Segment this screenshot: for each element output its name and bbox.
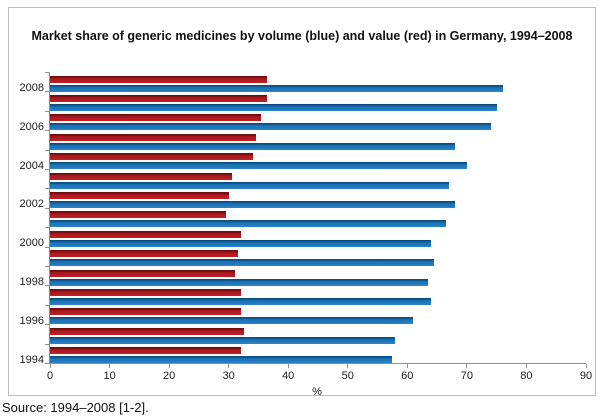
bar-volume-2003 <box>50 181 449 189</box>
y-axis-tick <box>45 343 50 345</box>
y-axis-label-2006: 2006 <box>19 120 44 133</box>
y-axis-label-2004: 2004 <box>19 159 44 172</box>
x-axis-tick <box>525 364 527 368</box>
bar-volume-1997 <box>50 297 432 305</box>
bar-value-1996 <box>50 308 241 316</box>
bar-value-1995 <box>50 327 244 335</box>
y-axis-tick <box>45 266 50 267</box>
x-axis-tick <box>287 364 289 368</box>
bar-volume-1995 <box>50 336 396 344</box>
plot-area: 2008 2006 2004 2002 2000 1998 1996 1994 0 10 20 30 4… <box>20 72 592 382</box>
bar-volume-2006 <box>50 123 491 131</box>
x-axis-tick <box>466 364 468 368</box>
bar-volume-2000 <box>50 239 432 247</box>
x-axis-label-40: 40 <box>282 370 295 382</box>
y-axis-tick <box>45 72 50 73</box>
bar-volume-1994 <box>50 356 393 364</box>
x-axis-label-20: 20 <box>162 370 176 382</box>
bar-value-2006 <box>50 114 262 122</box>
bar-value-2007 <box>50 94 268 102</box>
bar-value-2002 <box>50 191 229 199</box>
chart-title: Market share of generic medicines by vol… <box>31 29 573 43</box>
y-axis-tick <box>45 246 50 248</box>
y-axis-label-2000: 2000 <box>19 237 44 250</box>
bar-volume-1999 <box>50 259 435 267</box>
bar-volume-2007 <box>50 103 497 111</box>
x-axis-tick <box>49 364 51 368</box>
x-axis-label-90: 90 <box>579 370 593 382</box>
x-axis-label-80: 80 <box>520 370 533 382</box>
y-axis-tick <box>45 304 50 306</box>
bar-value-1999 <box>50 250 238 258</box>
bar-volume-2004 <box>50 162 467 170</box>
x-axis-label-70: 70 <box>460 370 474 382</box>
bar-volume-2001 <box>50 220 446 228</box>
y-axis-label-1998: 1998 <box>19 276 44 288</box>
bar-value-2000 <box>50 230 241 238</box>
x-axis-tick <box>406 364 408 368</box>
bar-volume-2005 <box>50 142 455 150</box>
y-axis-tick <box>45 324 50 326</box>
y-axis-label-1994: 1994 <box>19 353 44 366</box>
bar-value-2001 <box>50 211 226 219</box>
bar-volume-2008 <box>50 84 503 92</box>
x-axis-label-60: 60 <box>401 370 414 382</box>
x-axis-tick <box>585 364 587 368</box>
y-axis-tick <box>45 227 50 229</box>
x-axis-label-30: 30 <box>222 370 235 382</box>
y-axis-label-2002: 2002 <box>19 198 44 211</box>
x-axis-label-50: 50 <box>341 370 354 382</box>
y-axis-tick <box>45 110 50 112</box>
y-axis-tick <box>45 130 50 132</box>
y-axis-tick <box>45 285 50 287</box>
bar-value-1998 <box>50 269 235 277</box>
y-axis-tick <box>45 91 50 93</box>
bar-value-1994 <box>50 347 241 355</box>
x-axis-tick <box>347 364 349 368</box>
y-axis-label-1996: 1996 <box>19 314 44 327</box>
chart-frame: Market share of generic medicines by vol… <box>8 7 596 398</box>
x-axis-label-10: 10 <box>103 370 116 382</box>
y-axis-tick <box>45 363 50 364</box>
x-axis-label-0: 0 <box>46 370 54 382</box>
bar-volume-1996 <box>50 317 414 325</box>
y-axis-tick <box>45 169 50 170</box>
bar-value-1997 <box>50 288 241 296</box>
bar-volume-1998 <box>50 278 429 286</box>
bar-value-2003 <box>50 172 232 180</box>
bar-value-2008 <box>50 75 268 83</box>
y-axis-label-2008: 2008 <box>19 82 44 94</box>
bar-volume-2002 <box>50 200 455 208</box>
x-axis-unit-label: % <box>312 386 322 398</box>
x-axis-tick <box>168 364 170 368</box>
y-axis-tick <box>45 207 50 209</box>
bar-value-2005 <box>50 133 256 141</box>
bar-value-2004 <box>50 153 253 161</box>
x-axis-tick <box>109 364 111 368</box>
y-axis-tick <box>45 188 50 190</box>
source-note: Source: 1994–2008 [1-2]. <box>2 400 149 415</box>
x-axis-tick <box>228 364 230 368</box>
y-axis-tick <box>45 149 50 151</box>
